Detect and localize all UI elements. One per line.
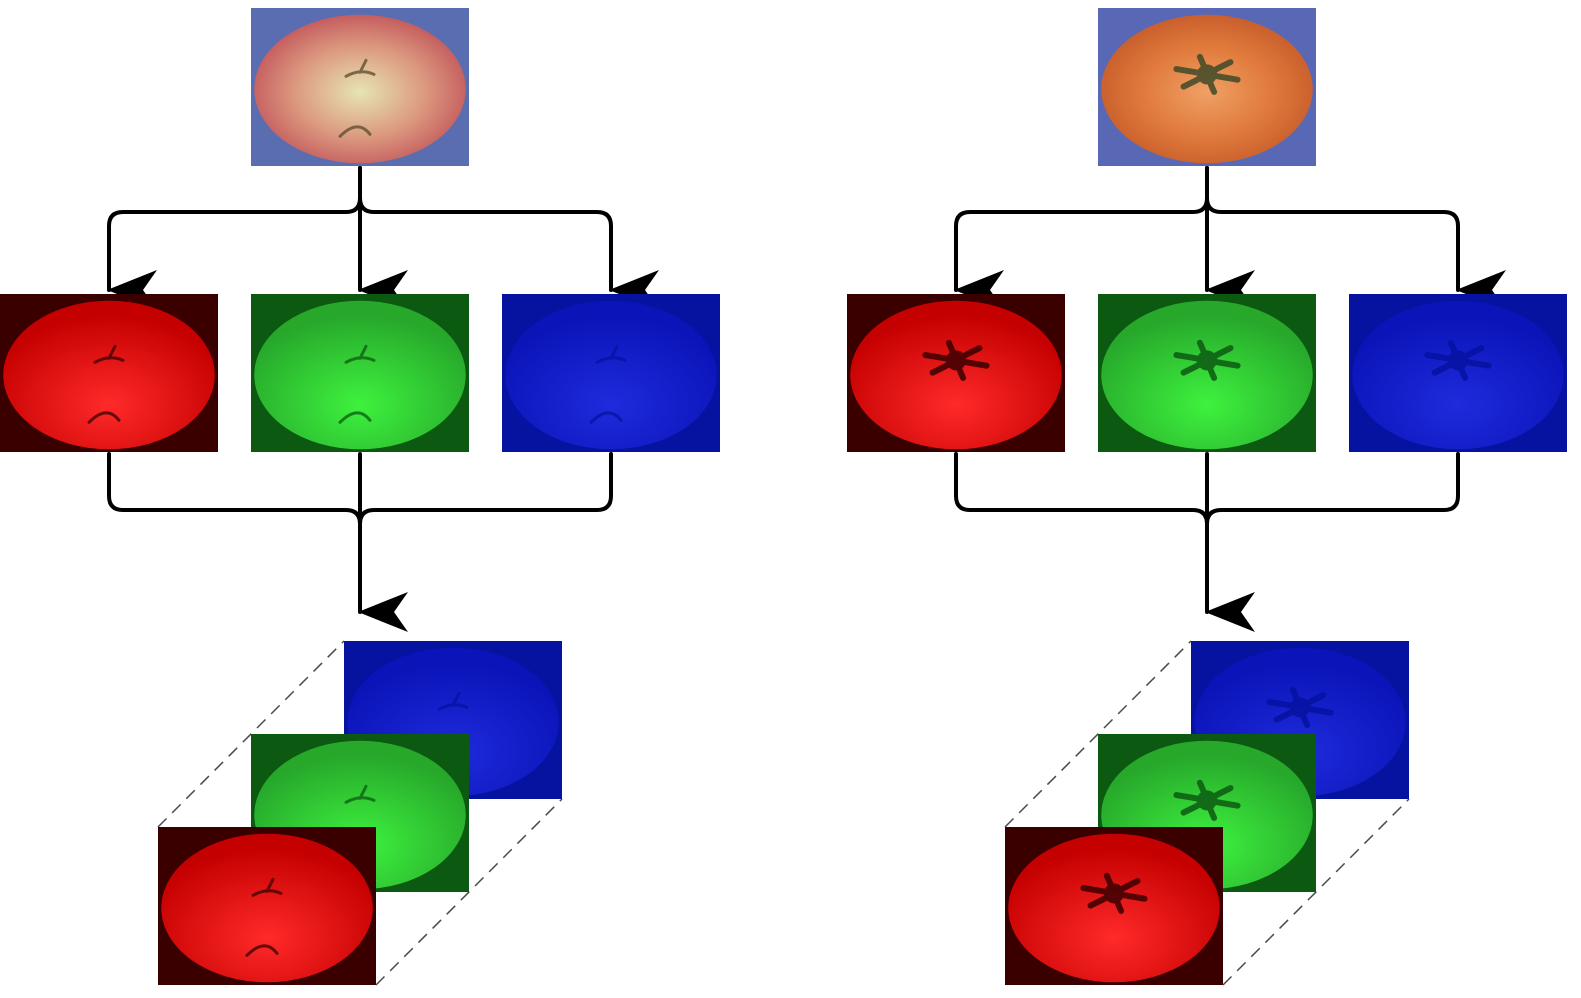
stacked-red-tomato [1005,827,1223,985]
split-arrow-apple-blue [358,166,659,310]
stem-icon [589,344,627,424]
stem-icon [245,877,283,957]
split-arrow-tomato-red [954,166,1209,310]
merge-line-apple-red [107,452,362,526]
apple-icon [254,14,466,164]
calyx-icon [1173,779,1241,821]
channel-blue-apple [502,294,720,452]
channel-red-tomato [847,294,1065,452]
tomato-blue-channel-icon [1352,300,1564,450]
tomato-green-channel-icon [1101,300,1313,450]
split-arrow-apple-red [107,166,362,310]
merge-line-apple-blue [358,452,613,526]
channel-blue-tomato [1349,294,1567,452]
merge-line-tomato-red [954,452,1209,526]
split-arrow-tomato-blue [1205,166,1506,310]
tomato-red-channel-icon [850,300,1062,450]
tomato-red-channel-icon [1008,833,1220,983]
calyx-icon [1173,339,1241,381]
nodes-layer [0,8,1567,985]
original-image-tomato [1098,8,1316,166]
original-image-apple [251,8,469,166]
merge-line-tomato-blue [1205,452,1460,526]
apple-green-channel-icon [254,300,466,450]
channel-green-tomato [1098,294,1316,452]
apple-red-channel-icon [3,300,215,450]
calyx-icon [1173,53,1241,95]
apple-blue-channel-icon [505,300,717,450]
calyx-icon [1080,872,1148,914]
tomato-icon [1101,14,1313,164]
channel-red-apple [0,294,218,452]
calyx-icon [922,339,990,381]
stem-icon [338,344,376,424]
stem-icon [338,58,376,138]
stacked-red-apple [158,827,376,985]
channel-green-apple [251,294,469,452]
calyx-icon [1424,339,1492,381]
apple-red-channel-icon [161,833,373,983]
calyx-icon [1266,686,1334,728]
stem-icon [87,344,125,424]
